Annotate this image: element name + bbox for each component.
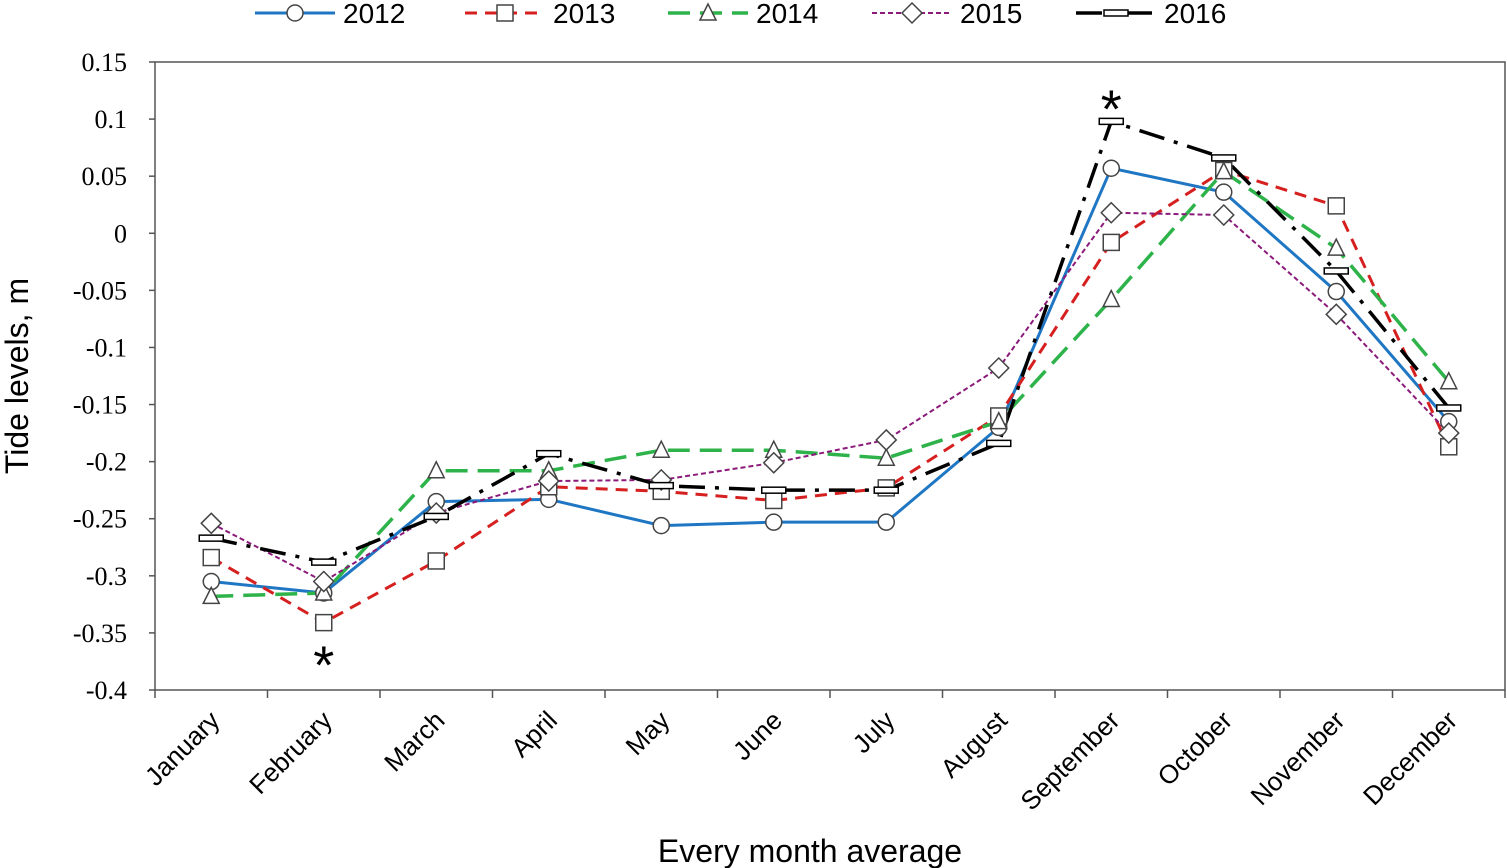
data-point-2013 bbox=[427, 552, 445, 570]
data-point-2014 bbox=[989, 410, 1008, 430]
x-category-label: August bbox=[935, 704, 1014, 783]
series-line-2012 bbox=[211, 166, 1450, 595]
legend-label-2015: 2015 bbox=[960, 0, 1022, 29]
data-point-2015 bbox=[762, 451, 785, 474]
series-line-2013 bbox=[210, 168, 1451, 625]
data-point-2012 bbox=[877, 513, 895, 531]
data-point-2014 bbox=[1214, 160, 1233, 180]
x-category-label: October bbox=[1151, 705, 1238, 792]
legend-marker-2015 bbox=[900, 1, 924, 25]
data-point-2013 bbox=[315, 613, 333, 632]
y-tick-label: 0.15 bbox=[82, 48, 128, 77]
plot-frame bbox=[154, 61, 1506, 691]
data-point-2014 bbox=[1327, 237, 1346, 256]
y-tick-label: -0.1 bbox=[86, 333, 127, 362]
x-category-label: January bbox=[139, 705, 226, 792]
data-point-2016 bbox=[423, 512, 449, 521]
legend-marker-2013 bbox=[496, 4, 514, 22]
data-point-2016 bbox=[311, 558, 337, 566]
data-point-2016 bbox=[1323, 267, 1349, 275]
legend-label-2014: 2014 bbox=[756, 0, 818, 29]
legend-label-2013: 2013 bbox=[553, 0, 615, 29]
legend-marker-2016 bbox=[1103, 9, 1129, 17]
x-category-label: February bbox=[243, 705, 338, 800]
data-point-2015 bbox=[312, 570, 335, 593]
data-point-2016 bbox=[198, 534, 224, 542]
x-category-label: May bbox=[620, 705, 676, 761]
data-point-2012 bbox=[1102, 159, 1120, 177]
y-tick-label: 0 bbox=[114, 219, 127, 248]
data-point-2012 bbox=[1215, 183, 1233, 201]
data-point-2014 bbox=[1439, 371, 1458, 390]
y-tick-label: -0.25 bbox=[73, 505, 127, 534]
legend-marker-2012 bbox=[286, 4, 304, 22]
data-point-2015 bbox=[875, 428, 898, 452]
data-point-2015 bbox=[1212, 203, 1235, 227]
x-category-label: September bbox=[1014, 705, 1125, 816]
series-line-2016 bbox=[210, 119, 1451, 564]
y-tick-label: -0.3 bbox=[86, 562, 127, 591]
data-point-2016 bbox=[536, 449, 562, 458]
x-category-label: July bbox=[847, 705, 901, 759]
series-line-2015 bbox=[210, 211, 1450, 583]
data-point-2015 bbox=[1100, 201, 1123, 224]
data-point-2012 bbox=[765, 513, 783, 531]
data-point-2014 bbox=[202, 585, 221, 605]
data-point-2016 bbox=[1211, 154, 1237, 162]
data-point-2015 bbox=[200, 512, 223, 535]
y-tick-label: -0.2 bbox=[86, 448, 127, 477]
x-category-label: March bbox=[378, 705, 450, 777]
y-tick-label: -0.35 bbox=[73, 619, 127, 648]
data-point-2014 bbox=[427, 460, 446, 479]
x-category-label: December bbox=[1357, 705, 1463, 811]
data-point-2016 bbox=[1436, 404, 1462, 412]
legend-label-2016: 2016 bbox=[1164, 0, 1226, 29]
data-point-2014 bbox=[877, 447, 896, 466]
y-tick-label: -0.15 bbox=[73, 391, 127, 420]
data-point-2012 bbox=[652, 516, 670, 535]
x-category-label: November bbox=[1244, 705, 1350, 811]
significance-asterisk: * bbox=[1101, 79, 1122, 139]
data-point-2013 bbox=[1102, 233, 1120, 252]
data-point-2015 bbox=[1325, 303, 1348, 326]
data-point-2014 bbox=[1102, 288, 1121, 308]
data-point-2013 bbox=[202, 548, 220, 567]
y-axis-title: Tide levels, m bbox=[0, 278, 35, 474]
y-tick-label: 0.05 bbox=[82, 162, 128, 191]
series-line-2014 bbox=[211, 169, 1451, 599]
y-tick-label: 0.1 bbox=[95, 105, 128, 134]
y-tick-label: -0.05 bbox=[73, 276, 127, 305]
x-axis-title: Every month average bbox=[658, 833, 962, 868]
data-point-2015 bbox=[1437, 422, 1460, 445]
x-category-label: June bbox=[727, 705, 788, 766]
data-point-2015 bbox=[537, 469, 560, 493]
data-point-2014 bbox=[652, 439, 671, 458]
y-tick-label: -0.4 bbox=[86, 676, 127, 705]
data-point-2016 bbox=[986, 439, 1012, 448]
data-point-2012 bbox=[1327, 282, 1345, 301]
data-point-2016 bbox=[648, 481, 674, 490]
data-point-2016 bbox=[761, 486, 787, 494]
data-point-2013 bbox=[1327, 197, 1345, 215]
data-point-2016 bbox=[1098, 117, 1124, 126]
data-point-2015 bbox=[987, 356, 1010, 380]
significance-asterisk: * bbox=[313, 635, 334, 695]
legend-marker-2014 bbox=[698, 2, 718, 21]
data-point-2016 bbox=[873, 486, 899, 494]
data-point-2013 bbox=[765, 491, 783, 510]
legend-label-2012: 2012 bbox=[343, 0, 405, 29]
x-category-label: April bbox=[505, 705, 563, 763]
